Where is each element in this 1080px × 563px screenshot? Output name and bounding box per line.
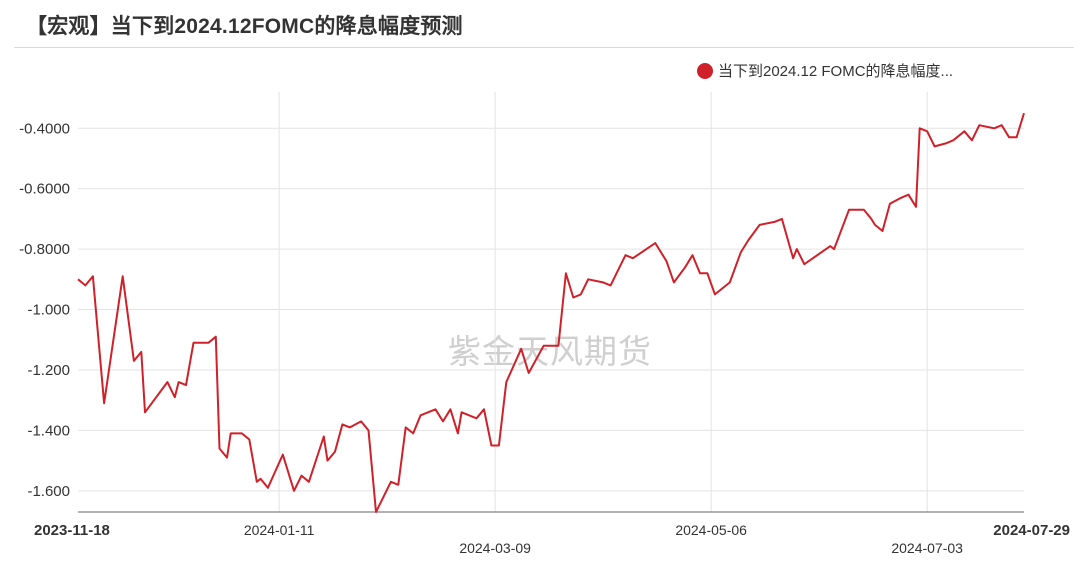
- legend[interactable]: 当下到2024.12 FOMC的降息幅度...: [697, 60, 953, 81]
- x-tick-label: 2024-03-09: [459, 540, 531, 556]
- title-divider: [14, 47, 1074, 48]
- label-layer: -0.4000 -0.6000 -0.8000 -1.000 -1.200 -1.400 -…: [19, 120, 1070, 556]
- series-line: [77, 112, 1025, 513]
- chart-title: 【宏观】当下到2024.12FOMC的降息幅度预测: [26, 15, 463, 38]
- x-tick-label: 2024-07-03: [891, 540, 963, 556]
- x-tick-label: 2024-05-06: [675, 522, 747, 538]
- legend-label: 当下到2024.12 FOMC的降息幅度...: [718, 63, 954, 80]
- y-tick-label: -1.200: [27, 362, 70, 379]
- y-tick-label: -0.4000: [19, 120, 70, 137]
- y-tick-label: -0.8000: [19, 241, 70, 258]
- y-tick-label: -1.000: [27, 302, 70, 319]
- grid-layer: [78, 92, 1024, 512]
- series-layer: [77, 112, 1025, 513]
- legend-marker: [697, 62, 713, 79]
- x-tick-label: 2024-07-29: [993, 522, 1070, 539]
- y-tick-label: -1.600: [27, 483, 70, 500]
- x-tick-label: 2024-01-11: [244, 522, 315, 538]
- x-tick-label: 2023-11-18: [34, 522, 110, 539]
- y-tick-label: -0.6000: [19, 181, 70, 198]
- y-tick-label: -1.400: [27, 422, 70, 439]
